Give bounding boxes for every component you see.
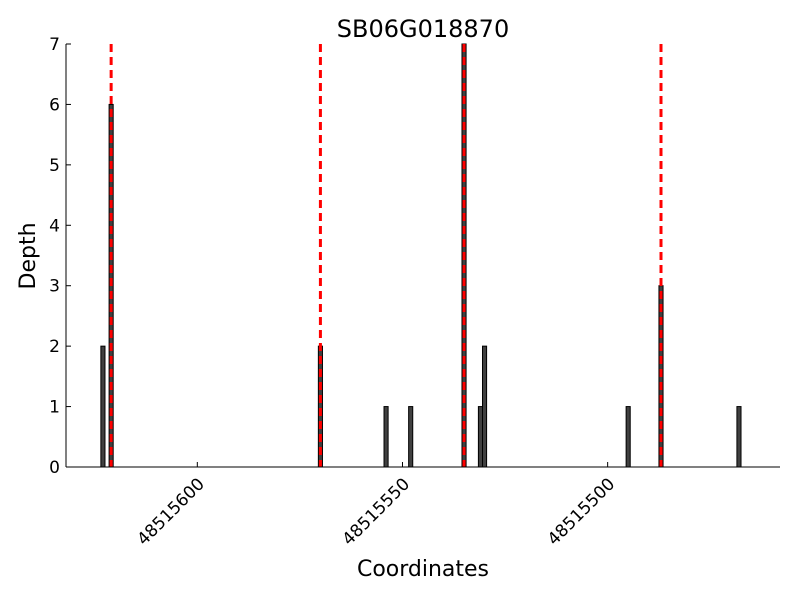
y-tick-label: 5 — [49, 156, 60, 176]
bar — [477, 406, 483, 468]
bar — [625, 406, 631, 468]
chart-title: SB06G018870 — [337, 15, 509, 43]
bar — [100, 345, 106, 468]
y-tick-label: 6 — [49, 95, 60, 115]
bar — [383, 406, 389, 468]
bar — [408, 406, 414, 468]
x-tick-label: 48515600 — [134, 474, 209, 549]
y-tick-label: 1 — [49, 398, 60, 418]
y-tick-label: 2 — [49, 337, 60, 357]
y-axis-label: Depth — [16, 222, 41, 289]
bar — [482, 345, 488, 468]
x-tick-label: 48515550 — [339, 474, 414, 549]
x-tick-label: 48515500 — [544, 474, 619, 549]
y-tick-label: 4 — [49, 216, 60, 236]
y-tick-label: 7 — [49, 35, 60, 55]
bar — [736, 406, 742, 468]
y-tick-label: 3 — [49, 277, 60, 297]
x-axis-label: Coordinates — [357, 557, 489, 582]
y-tick-label: 0 — [49, 458, 60, 478]
